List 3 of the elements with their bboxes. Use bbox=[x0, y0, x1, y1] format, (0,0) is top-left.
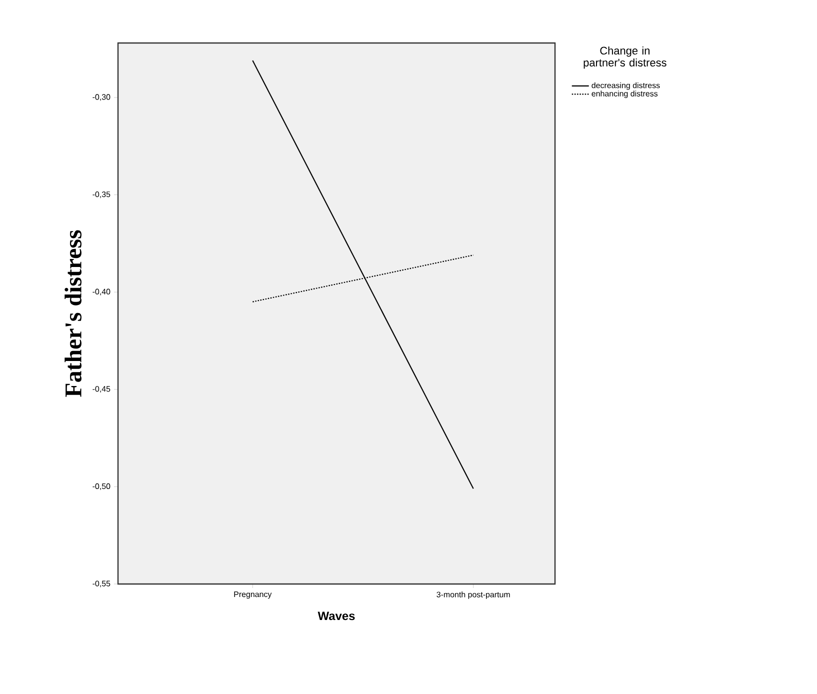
x-axis-title: Waves bbox=[318, 612, 355, 620]
y-axis-title: Father's distress bbox=[64, 230, 82, 397]
legend-title: Change in partner's distress bbox=[584, 46, 666, 69]
